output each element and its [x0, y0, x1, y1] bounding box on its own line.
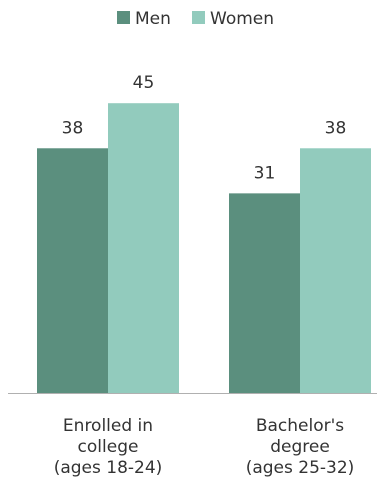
bar-women-1 — [300, 148, 371, 393]
bar-women-0 — [108, 103, 179, 393]
data-label-women-0: 45 — [133, 73, 155, 93]
category-label-line: college — [78, 437, 139, 457]
bar-men-1 — [229, 193, 300, 393]
category-label-0: Enrolled in college (ages 18-24) — [54, 416, 163, 478]
category-label-1: Bachelor's degree (ages 25-32) — [246, 416, 355, 478]
legend-swatch-men — [117, 11, 130, 24]
data-label-men-0: 38 — [62, 118, 84, 138]
category-label-line: Enrolled in — [63, 416, 153, 436]
category-label-line: degree — [270, 437, 330, 457]
data-label-men-1: 31 — [254, 163, 276, 183]
category-label-line: (ages 25-32) — [246, 458, 355, 478]
category-label-line: (ages 18-24) — [54, 458, 163, 478]
legend-label-women: Women — [210, 9, 274, 29]
bar-men-0 — [37, 148, 108, 393]
category-label-line: Bachelor's — [256, 416, 344, 436]
data-label-women-1: 38 — [325, 118, 347, 138]
legend-label-men: Men — [135, 9, 171, 29]
legend-swatch-women — [192, 11, 205, 24]
